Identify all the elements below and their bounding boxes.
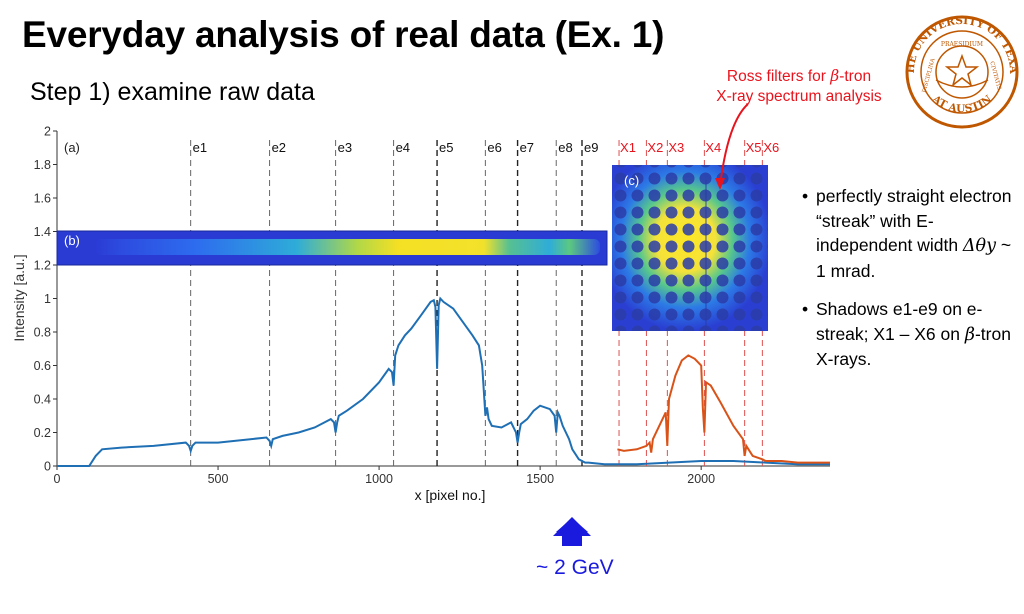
x-marker-label: X4 — [705, 140, 721, 155]
panel-label-a: (a) — [64, 140, 80, 155]
ross-filter-note: Ross filters for β-tron X-ray spectrum a… — [694, 66, 904, 107]
bullet-1: • perfectly straight electron “streak” w… — [800, 184, 1020, 283]
bullet-list: • perfectly straight electron “streak” w… — [800, 184, 1020, 386]
bullet-2-post: -tron X-rays. — [816, 323, 1011, 370]
y-tick-label: 0.4 — [34, 393, 51, 407]
energy-label: ~ 2 GeV — [536, 556, 614, 579]
bullet-2-sym: β — [964, 324, 975, 345]
e-marker-label: e4 — [396, 140, 410, 155]
note-beta: β — [830, 67, 840, 85]
panel-label-c: (c) — [624, 173, 639, 188]
x-marker-label: X1 — [620, 140, 636, 155]
e-marker-label: e5 — [439, 140, 453, 155]
note-arrow — [719, 103, 749, 187]
note-line1-prefix: Ross filters for — [726, 68, 831, 85]
bullet-1-pre: perfectly straight electron “streak” wit… — [816, 186, 1012, 255]
seal-motto-left: DISCIPLINA — [922, 57, 937, 93]
panel-label-b: (b) — [64, 233, 80, 248]
y-tick-label: 0 — [44, 460, 51, 474]
bullet-2: • Shadows e1-e9 on e-streak; X1 – X6 on … — [800, 297, 1020, 372]
slide-title: Everyday analysis of real data (Ex. 1) — [22, 14, 665, 55]
e-marker-label: e9 — [584, 140, 598, 155]
bullet-2-pre: Shadows e1-e9 on e-streak; X1 – X6 on — [816, 299, 983, 344]
x-tick-group: 0 500 1000 1500 2000 — [54, 466, 715, 486]
y-tick-label: 0.8 — [34, 326, 51, 340]
bullet-dot: • — [802, 186, 809, 206]
y-tick-group: 0 0.2 0.4 0.6 0.8 1 1.2 1.4 1.6 1.8 2 — [34, 125, 57, 474]
electron-spectrum-line — [57, 296, 830, 467]
e-marker-label: e8 — [558, 140, 572, 155]
seal-text-top: THE UNIVERSITY OF TEXAS — [0, 0, 1019, 75]
seal-banner: PRAESIDIUM — [941, 41, 983, 48]
x-tick-label: 1500 — [526, 472, 554, 486]
university-seal-logo: THE UNIVERSITY OF TEXAS AT AUSTIN PRAESI… — [0, 0, 1019, 129]
star-icon — [944, 53, 980, 87]
xray-image — [612, 165, 768, 331]
x-marker-label: X5 — [746, 140, 762, 155]
y-axis-label: Intensity [a.u.] — [11, 254, 27, 341]
y-tick-label: 2 — [44, 125, 51, 139]
x-axis-label: x [pixel no.] — [415, 487, 486, 503]
x-tick-label: 0 — [54, 472, 61, 486]
x-tick-label: 1000 — [365, 472, 393, 486]
e-marker-label: e1 — [193, 140, 207, 155]
bullet-1-sym: Δθy — [962, 236, 996, 256]
bullet-dot: • — [802, 299, 809, 319]
x-marker-label: X3 — [668, 140, 684, 155]
note-line2: X-ray spectrum analysis — [716, 88, 882, 105]
slide-subtitle: Step 1) examine raw data — [30, 78, 315, 106]
xray-spectrum-line — [617, 354, 830, 464]
y-tick-label: 0.2 — [34, 426, 51, 440]
e-marker-label: e6 — [487, 140, 501, 155]
y-tick-label: 1.8 — [34, 158, 51, 172]
note-line1-suffix: -tron — [839, 68, 872, 85]
seal-text-bottom: AT AUSTIN — [929, 93, 994, 116]
y-tick-label: 0.6 — [34, 359, 51, 373]
bullet-1-post: ~ 1 mrad. — [816, 235, 1012, 281]
energy-arrow-icon — [553, 517, 591, 546]
y-tick-label: 1 — [44, 292, 51, 306]
x-tick-label: 500 — [208, 472, 229, 486]
e-marker-label: e3 — [338, 140, 352, 155]
x-marker-label: X6 — [763, 140, 779, 155]
streak-image — [56, 230, 608, 266]
note-arrowhead — [715, 178, 725, 190]
seal-motto-right: CIVITATIS — [988, 61, 1001, 91]
x-tick-label: 2000 — [687, 472, 715, 486]
e-marker-label: e7 — [520, 140, 534, 155]
e-marker-label: e2 — [272, 140, 286, 155]
y-tick-label: 1.2 — [34, 259, 51, 273]
y-tick-label: 1.4 — [34, 225, 51, 239]
x-marker-label: X2 — [647, 140, 663, 155]
y-tick-label: 1.6 — [34, 192, 51, 206]
